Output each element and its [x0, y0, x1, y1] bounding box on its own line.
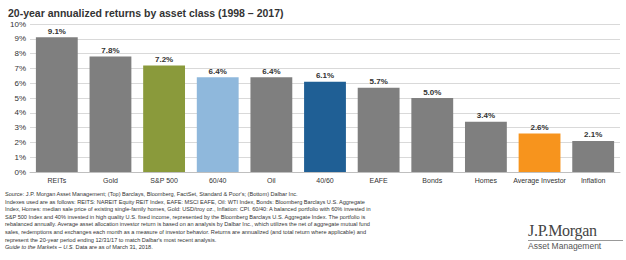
- svg-text:Inflation: Inflation: [581, 177, 606, 184]
- html-text:Indexes used are as follows: R: Indexes used are as follows: REITS: NARE…: [5, 198, 365, 205]
- svg-text:8%: 8%: [14, 49, 26, 58]
- svg-text:3%: 3%: [14, 123, 26, 132]
- svg-text:S&P 500: S&P 500: [150, 177, 178, 184]
- svg-text:4%: 4%: [14, 108, 26, 117]
- svg-text:Homes: Homes: [475, 177, 498, 184]
- svg-text:9.1%: 9.1%: [48, 27, 66, 36]
- svg-text:2.1%: 2.1%: [584, 130, 602, 139]
- svg-text:6.4%: 6.4%: [262, 67, 280, 76]
- html-text:rebalanced annually. Average a: rebalanced annually. Average asset alloc…: [5, 221, 370, 228]
- html-text:sales, redemptions and exchang: sales, redemptions and exchanges each mo…: [5, 229, 366, 235]
- svg-text:2.6%: 2.6%: [530, 123, 548, 132]
- svg-text:6.4%: 6.4%: [209, 67, 227, 76]
- svg-text:7.2%: 7.2%: [155, 55, 173, 64]
- svg-text:Gold: Gold: [103, 177, 118, 184]
- html-text:Index, Homes: median sale pric: Index, Homes: median sale price of exist…: [5, 206, 371, 213]
- html-text:Source: J.P. Morgan Asset Mana: Source: J.P. Morgan Asset Management; (T…: [5, 191, 298, 197]
- svg-text:EAFE: EAFE: [369, 177, 388, 184]
- svg-text:REITs: REITs: [47, 177, 66, 184]
- svg-text:20-year annualized returns by: 20-year annualized returns by asset clas…: [8, 7, 284, 19]
- svg-text:Oil: Oil: [267, 177, 276, 184]
- svg-text:0%: 0%: [14, 168, 26, 177]
- svg-text:7%: 7%: [14, 64, 26, 73]
- svg-text:5%: 5%: [14, 94, 26, 103]
- svg-text:60/40: 60/40: [209, 177, 227, 184]
- svg-text:6.1%: 6.1%: [316, 71, 334, 80]
- html-text:J.P.Morgan: J.P.Morgan: [528, 222, 597, 239]
- svg-text:3.4%: 3.4%: [477, 111, 495, 120]
- html-text:Asset Management: Asset Management: [528, 241, 602, 251]
- svg-text:9%: 9%: [14, 34, 26, 43]
- svg-text:Bonds: Bonds: [422, 177, 442, 184]
- svg-text:7.8%: 7.8%: [101, 46, 119, 55]
- html-text:S&P 500 Index and 40% invested: S&P 500 Index and 40% invested in high q…: [5, 213, 366, 220]
- svg-text:6%: 6%: [14, 79, 26, 88]
- svg-text:40/60: 40/60: [316, 177, 334, 184]
- svg-text:Average Investor: Average Investor: [513, 177, 566, 185]
- svg-text:1%: 1%: [14, 153, 26, 162]
- html-text:represent the 20-year period e: represent the 20-year period ending 12/3…: [5, 236, 217, 243]
- svg-text:10%: 10%: [10, 20, 26, 29]
- svg-text:5.0%: 5.0%: [423, 88, 441, 97]
- html-text:Guide to the Markets – U.S. Da: Guide to the Markets – U.S. Data are as …: [5, 244, 153, 251]
- svg-text:2%: 2%: [14, 138, 26, 147]
- svg-text:5.7%: 5.7%: [370, 77, 388, 86]
